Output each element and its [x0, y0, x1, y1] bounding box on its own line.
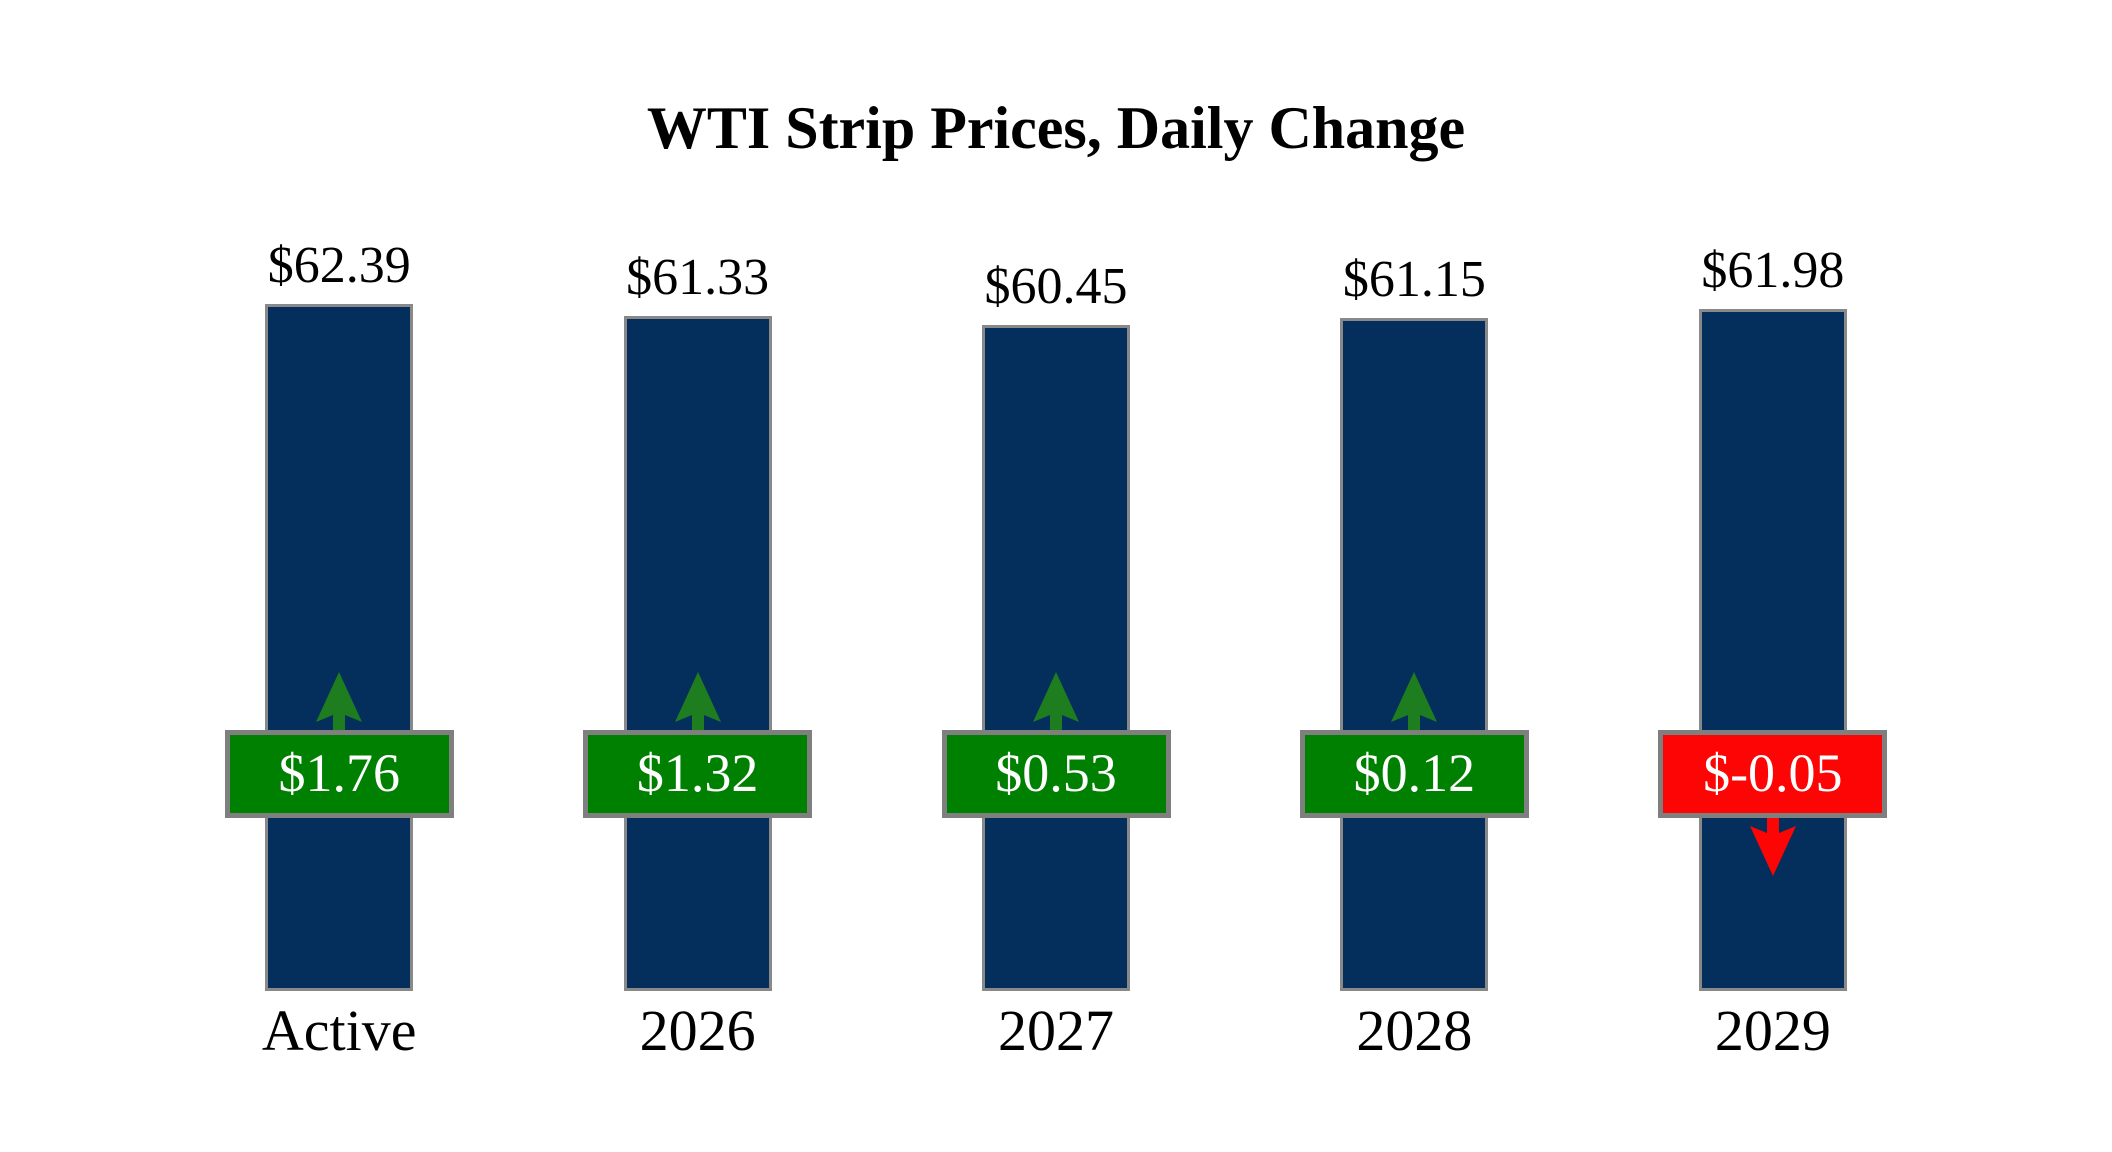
change-badge-slot: $0.12: [1235, 672, 1593, 818]
up-arrow-icon: [316, 672, 363, 730]
chart-title: WTI Strip Prices, Daily Change: [646, 95, 1466, 161]
change-badge-slot: $0.53: [877, 672, 1235, 818]
axis-category-label: Active: [261, 998, 417, 1063]
price-label: $62.39: [267, 237, 411, 294]
change-badge: $1.32: [583, 730, 813, 818]
change-badge-slot: $1.76: [160, 672, 518, 818]
price-label: $61.15: [1342, 251, 1486, 308]
change-badge: $-0.05: [1658, 730, 1888, 818]
axis-category-label: 2029: [1714, 998, 1831, 1063]
price-bar: [265, 304, 414, 991]
up-arrow-icon: [1033, 672, 1080, 730]
up-arrow-icon: [674, 672, 721, 730]
change-badge-slot: $-0.05: [1594, 730, 1952, 876]
change-badge-row: $1.76 $1.32 $0.53 $0.12 $-0.05: [160, 672, 1952, 876]
price-bar: [1340, 318, 1489, 991]
bar-group: $61.98 2029: [1594, 0, 1952, 1063]
plot-area: $62.39 Active $61.33 2026 $60.45 2027 $6…: [160, 0, 1952, 1063]
price-bar: [1698, 309, 1847, 991]
bar-group: $61.33 2026: [518, 0, 876, 1063]
axis-category-label: 2026: [639, 998, 756, 1063]
axis-category-label: 2028: [1356, 998, 1473, 1063]
down-arrow-icon: [1749, 818, 1796, 876]
bar-group: $61.15 2028: [1235, 0, 1593, 1063]
change-badge-slot: $1.32: [518, 672, 876, 818]
price-bar: [623, 316, 772, 991]
bar-group: $60.45 2027: [877, 0, 1235, 1063]
change-badge: $1.76: [224, 730, 454, 818]
price-label: $61.33: [626, 249, 770, 306]
price-label: $60.45: [984, 258, 1128, 315]
change-badge: $0.12: [1299, 730, 1529, 818]
price-bar: [982, 325, 1131, 991]
price-label: $61.98: [1701, 242, 1845, 299]
change-badge: $0.53: [941, 730, 1171, 818]
bar-group: $62.39 Active: [160, 0, 518, 1063]
axis-category-label: 2027: [998, 998, 1115, 1063]
up-arrow-icon: [1391, 672, 1438, 730]
